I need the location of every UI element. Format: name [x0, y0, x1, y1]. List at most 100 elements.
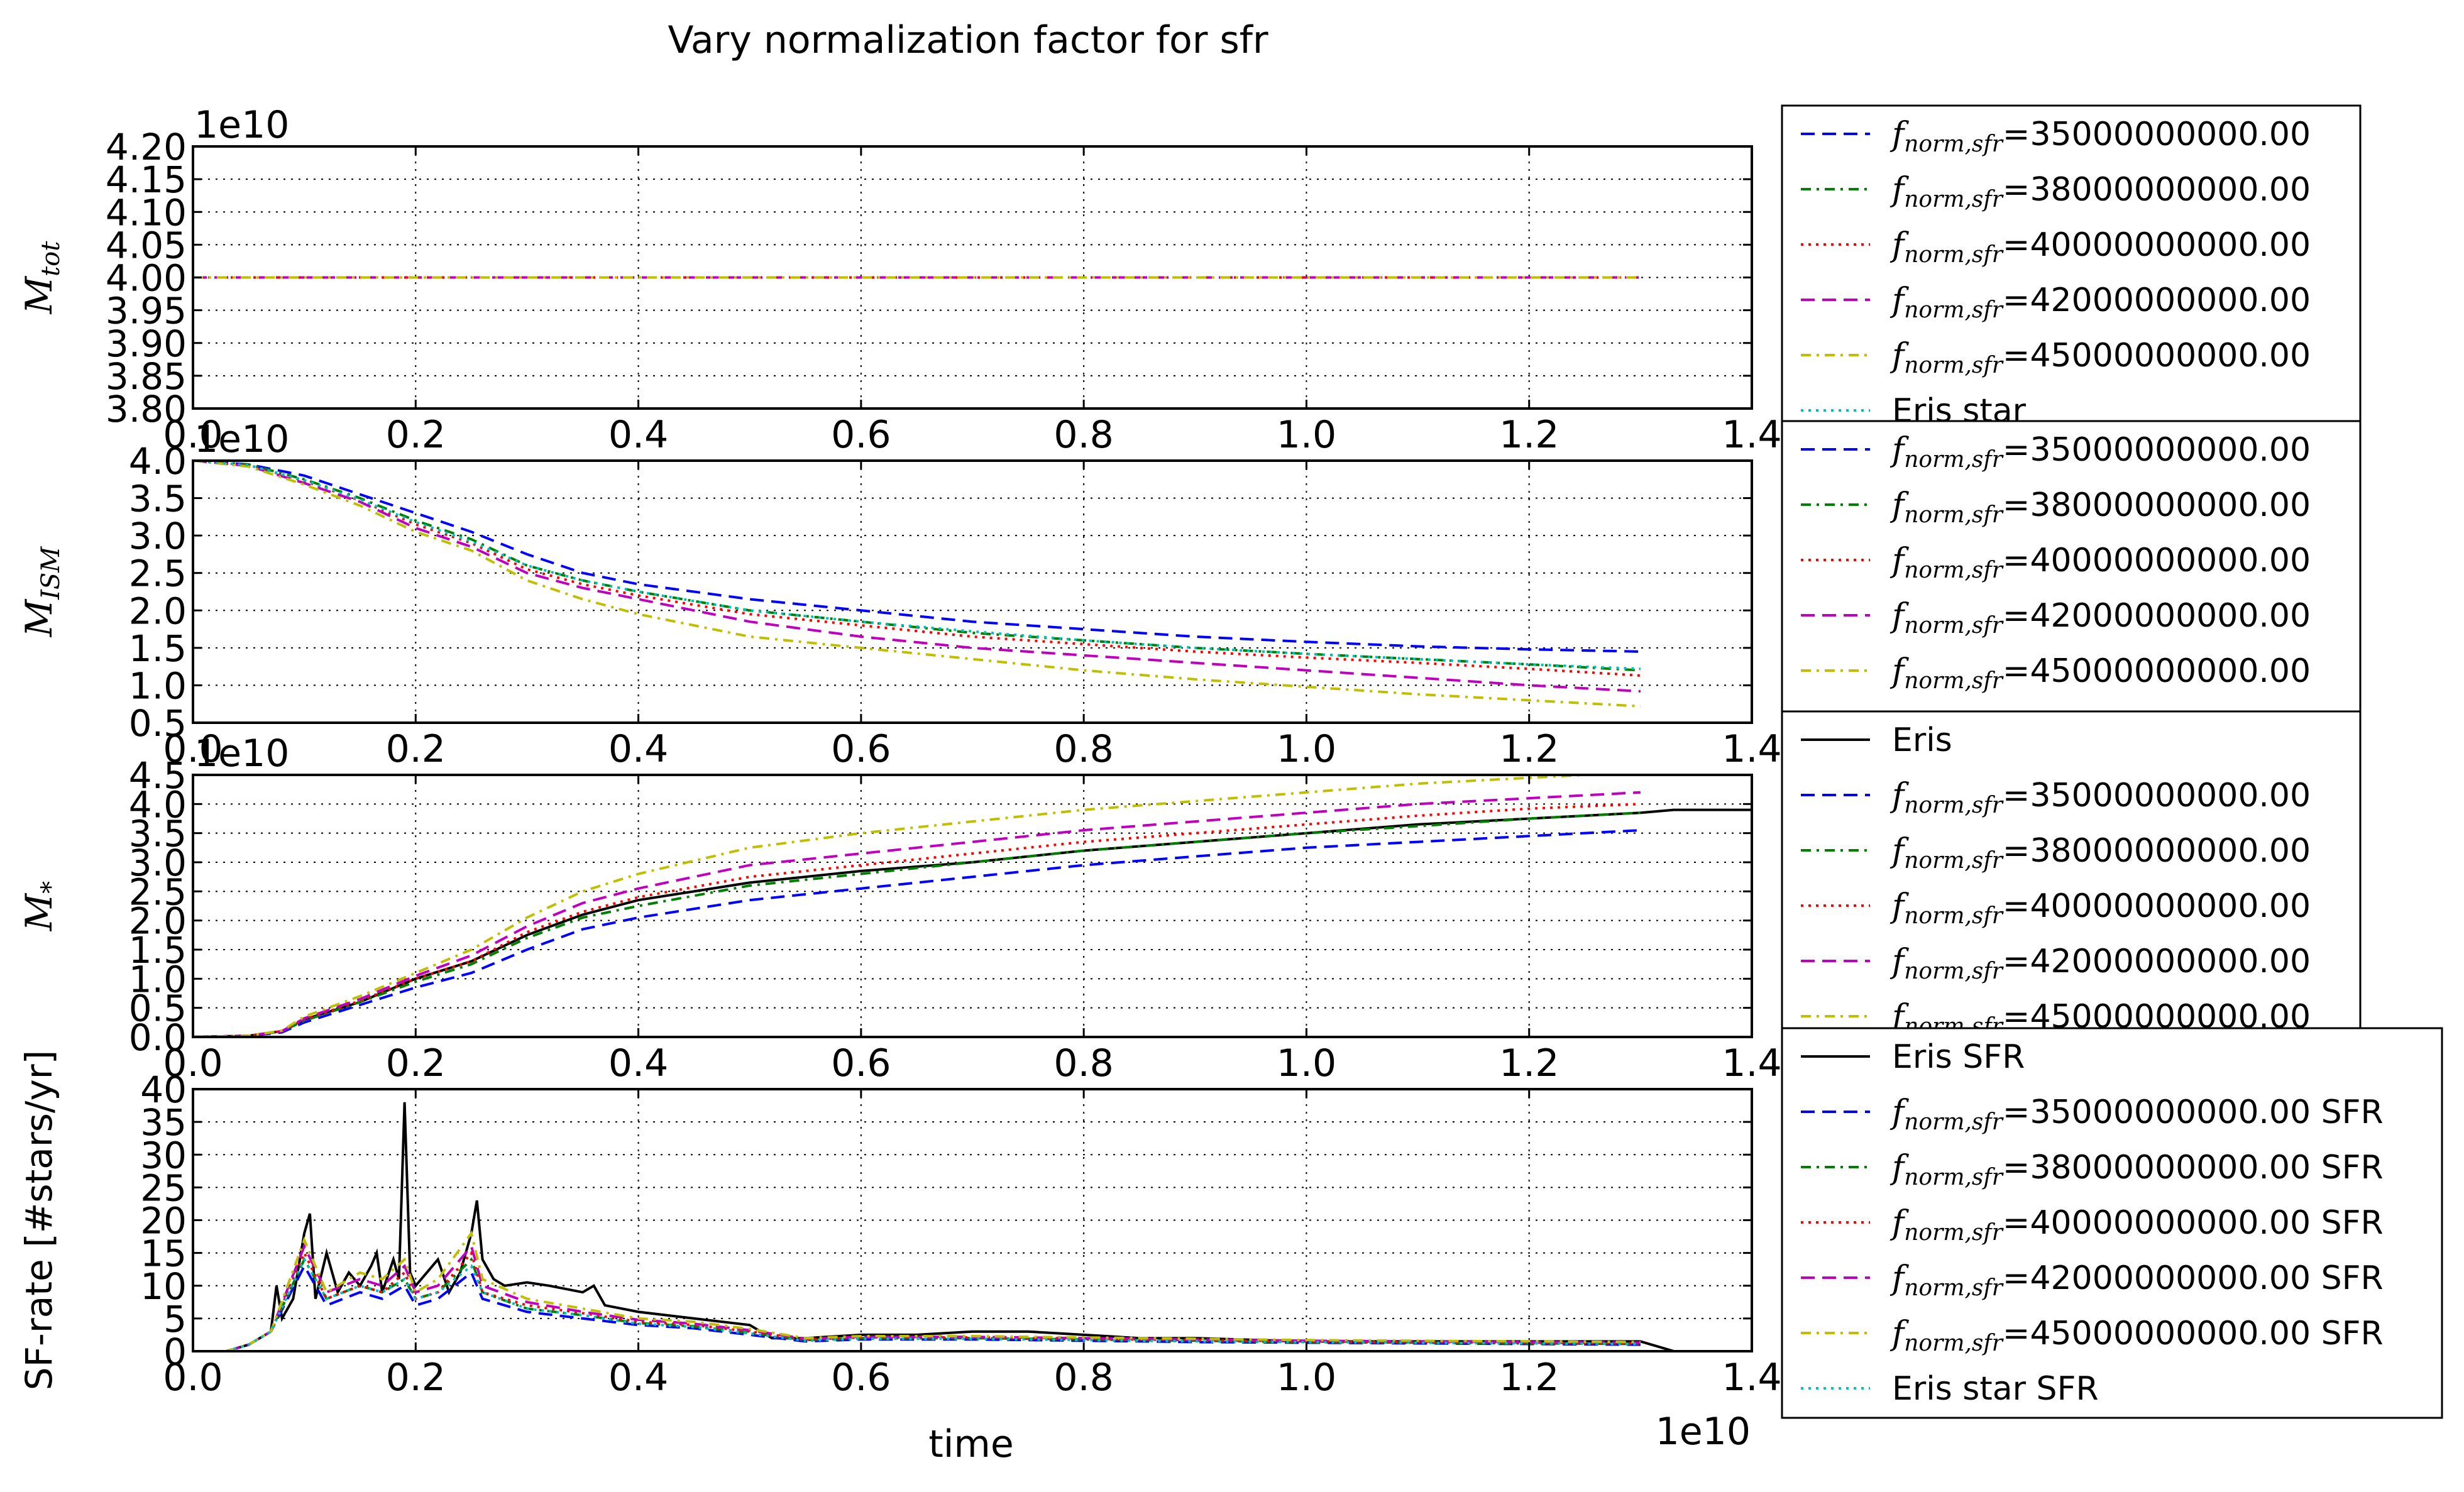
legend-label: fnorm,sfr=45000000000.00 SFR	[1889, 1315, 2384, 1356]
legend-label: fnorm,sfr=35000000000.00	[1889, 777, 2311, 818]
y-axis-label: MISM	[18, 546, 65, 638]
series-line-1	[226, 1102, 1675, 1351]
y-offset-label: 1e10	[194, 417, 289, 461]
x-tick-label: 0.2	[386, 727, 446, 771]
panel-2: 0.0 0.2 0.4 0.6 0.8 1.0 1.2 1.40.51.01.52.02.53…	[18, 417, 1782, 771]
y-tick-label: 0.5	[129, 987, 187, 1030]
y-tick-label: 4.0	[129, 440, 187, 483]
x-tick-label: 0.8	[1053, 1356, 1113, 1400]
y-tick-label: 4.20	[106, 126, 187, 168]
panels-layer: 0.0 0.2 0.4 0.6 0.8 1.0 1.2 1.4 3.803.853.903.95…	[18, 103, 2443, 1419]
x-tick-label: 1.2	[1499, 727, 1559, 771]
y-tick-label: 3.90	[106, 322, 187, 365]
x-tick-label: 1.4	[1722, 1356, 1781, 1400]
legend-box	[1781, 710, 2362, 1029]
x-axis-label: time	[928, 1422, 1014, 1466]
y-tick-label: 5	[163, 1298, 187, 1341]
x-tick-label: 0.0	[163, 727, 223, 771]
legend-label: fnorm,sfr=42000000000.00	[1889, 282, 2311, 323]
x-tick-label: 0.6	[831, 727, 891, 771]
axes-frame	[192, 459, 1753, 724]
legend-label: fnorm,sfr=35000000000.00	[1889, 431, 2311, 473]
legend-4: Eris SFR fnorm,sfr=35000000000.00 SFR fnor…	[1781, 1027, 2443, 1419]
y-tick-label: 3.5	[129, 813, 187, 855]
y-tick-label: 25	[140, 1166, 187, 1209]
legend-label: fnorm,sfr=42000000000.00	[1889, 943, 2311, 984]
x-tick-label: 0.4	[608, 1041, 668, 1085]
y-offset-label: 1e10	[194, 103, 289, 147]
y-tick-label: 0	[163, 1330, 187, 1373]
x-tick-label: 1.4	[1722, 727, 1781, 771]
y-tick-label: 4.00	[106, 257, 187, 300]
panel-4: 0.0 0.2 0.4 0.6 0.8 1.0 1.2 1.4 0510152025303540…	[18, 1050, 1782, 1400]
x-tick-label: 0.6	[831, 1356, 891, 1400]
y-tick-label: 3.80	[106, 388, 187, 431]
y-tick-label: 1.5	[129, 627, 187, 670]
y-tick-label: 4.5	[129, 754, 187, 797]
legend-label: fnorm,sfr=35000000000.00 SFR	[1889, 1094, 2384, 1135]
x-tick-label: 0.8	[1053, 1041, 1113, 1085]
legend-1: fnorm,sfr=35000000000.00fnorm,sfr=380000…	[1781, 104, 2362, 430]
legend-label: fnorm,sfr=40000000000.00	[1889, 887, 2311, 929]
x-tick-label: 0.4	[608, 1356, 668, 1400]
x-tick-label: 0.6	[831, 1041, 891, 1085]
legend-label: fnorm,sfr=38000000000.00	[1889, 486, 2311, 528]
y-tick-label: 0.0	[129, 1016, 187, 1059]
x-tick-label: 0.2	[386, 1041, 446, 1085]
panel-3: 0.0 0.2 0.4 0.6 0.8 1.0 1.2 1.40.00.51.01.52.02…	[18, 732, 1782, 1085]
legend-2: fnorm,sfr=35000000000.00 fnorm,sfr=380000…	[1781, 420, 2362, 713]
legend-label: fnorm,sfr=38000000000.00	[1889, 832, 2311, 874]
y-tick-label: 20	[140, 1200, 187, 1242]
y-tick-label: 4.05	[106, 224, 187, 266]
y-tick-label: 2.5	[129, 552, 187, 595]
x-tick-label: 1.2	[1499, 413, 1559, 457]
y-tick-label: 3.0	[129, 842, 187, 884]
legend-label: fnorm,sfr=45000000000.00	[1889, 337, 2311, 378]
y-tick-label: 4.15	[106, 158, 187, 201]
legend-3: Eris fnorm,sfr=35000000000.00 fnorm,sfr=38…	[1781, 710, 2362, 1039]
x-tick-label: 0.8	[1053, 727, 1113, 771]
y-tick-label: 10	[140, 1265, 187, 1308]
x-tick-label: 1.2	[1499, 1041, 1559, 1085]
legend-label: fnorm,sfr=40000000000.00 SFR	[1889, 1204, 2384, 1246]
y-tick-label: 30	[140, 1134, 187, 1177]
y-tick-label: 0.5	[129, 702, 187, 745]
y-tick-label: 3.95	[106, 290, 187, 332]
series-line-2	[193, 829, 1641, 1037]
series-line-2	[193, 461, 1641, 672]
panel-1: 0.0 0.2 0.4 0.6 0.8 1.0 1.2 1.4 3.803.853.903.95…	[18, 103, 1782, 457]
series-line-4	[193, 461, 1641, 693]
x-tick-label: 0.0	[163, 1356, 223, 1400]
legend-label: fnorm,sfr=42000000000.00	[1889, 597, 2311, 639]
y-tick-label: 2.5	[129, 870, 187, 913]
x-tick-label: 0.0	[163, 413, 223, 457]
chart-title: Vary normalization factor for sfr	[668, 18, 1268, 62]
legend-label: fnorm,sfr=42000000000.00 SFR	[1889, 1259, 2384, 1301]
x-tick-label: 0.2	[386, 413, 446, 457]
legend-label: fnorm,sfr=38000000000.00 SFR	[1889, 1149, 2384, 1190]
y-tick-label: 35	[140, 1101, 187, 1144]
y-tick-label: 2.0	[129, 590, 187, 632]
series-line-2	[226, 1263, 1641, 1351]
series-line-5	[193, 791, 1641, 1037]
legend-label: fnorm,sfr=40000000000.00	[1889, 226, 2311, 268]
y-tick-label: 15	[140, 1232, 187, 1275]
x-tick-label: 0.6	[831, 413, 891, 457]
series-line-1	[193, 461, 1641, 653]
y-axis-label: M*	[18, 881, 65, 931]
y-tick-label: 3.85	[106, 355, 187, 398]
series-line-5	[226, 1243, 1641, 1351]
x-tick-label: 1.0	[1277, 1356, 1336, 1400]
x-tick-label: 1.4	[1722, 413, 1781, 457]
legend-label: fnorm,sfr=38000000000.00	[1889, 171, 2311, 212]
x-tick-label: 0.0	[163, 1041, 223, 1085]
x-offset-label: 1e10	[1656, 1410, 1751, 1454]
legend-box	[1781, 104, 2362, 422]
y-tick-label: 1.0	[129, 664, 187, 707]
x-tick-label: 0.4	[608, 727, 668, 771]
series-line-6	[193, 461, 1641, 671]
y-tick-label: 3.5	[129, 478, 187, 520]
series-line-3	[193, 811, 1641, 1037]
legend-label: fnorm,sfr=40000000000.00	[1889, 542, 2311, 583]
